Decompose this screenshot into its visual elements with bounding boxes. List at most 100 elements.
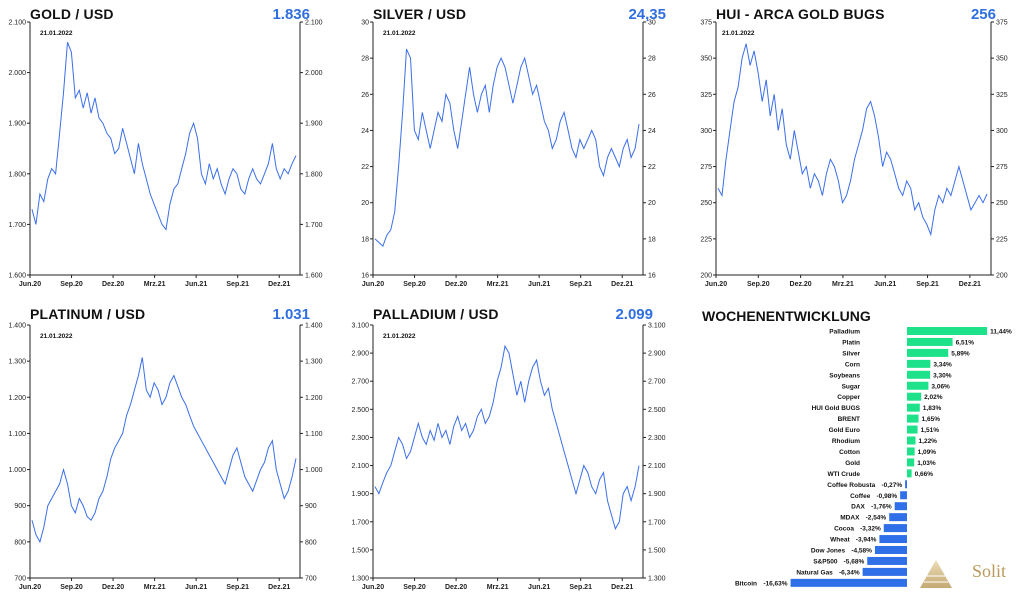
y-tick-label-left: 1.800 <box>8 171 26 178</box>
bar-coffee <box>900 491 907 500</box>
value-label: 1,03% <box>917 460 936 467</box>
y-tick-label-right: 1.900 <box>648 491 666 498</box>
value-label: -3,94% <box>856 537 877 544</box>
category-label: Gold <box>845 460 860 467</box>
value-label: -6,34% <box>839 569 860 576</box>
y-tick-label-left: 2.300 <box>351 435 369 442</box>
category-label: Sugar <box>842 383 861 390</box>
y-tick-label-right: 700 <box>305 576 317 583</box>
y-tick-label-right: 3.100 <box>648 323 666 330</box>
x-tick-label: Jun.20 <box>19 281 41 288</box>
bar-gold <box>907 458 915 467</box>
platinum-usd-chart: PLATINUM / USD 1.031 21.01.2022 700 700 80… <box>0 300 340 598</box>
date-annotation: 21.01.2022 <box>40 30 73 37</box>
y-tick-label-right: 325 <box>996 92 1008 99</box>
hui-gold-bugs-plot: 200 200 225 225 250 250 275 275 300 300 325 325 350 3… <box>700 20 1008 289</box>
y-tick-label-right: 2.900 <box>648 351 666 358</box>
bar-cocoa <box>883 524 907 533</box>
category-label: WTI Crude <box>828 471 861 478</box>
y-tick-label-right: 2.000 <box>305 70 323 77</box>
bar-rhodium <box>907 436 916 445</box>
logo-text: Solit <box>972 561 1007 581</box>
y-tick-label-left: 1.900 <box>8 121 26 128</box>
gold-usd-chart: GOLD / USD 1.836 21.01.2022 1.600 1.600 1.… <box>0 0 340 297</box>
x-tick-label: Jun.20 <box>362 281 384 288</box>
category-label: DAX <box>851 504 865 511</box>
x-tick-label: Jun.20 <box>362 584 384 591</box>
x-tick-label: Sep.21 <box>569 281 592 288</box>
chart-title: PALLADIUM / USD <box>373 306 499 322</box>
weekly-performance-plot: Palladium 11,44% Platin 6,51% Silver 5,89% Cor… <box>735 327 1012 587</box>
platinum-usd-plot: 700 700 800 800 900 900 1.000 1.000 1.100 1.100 1.… <box>8 323 323 592</box>
y-tick-label-right: 20 <box>648 200 656 207</box>
category-label: Platin <box>842 339 860 346</box>
y-tick-label-left: 18 <box>361 236 369 243</box>
y-tick-label-right: 900 <box>305 503 317 510</box>
x-tick-label: Mrz.21 <box>832 281 854 288</box>
y-tick-label-right: 1.300 <box>305 359 323 366</box>
x-tick-label: Mrz.21 <box>144 281 166 288</box>
value-label: 3,34% <box>933 361 952 368</box>
y-tick-label-left: 325 <box>700 92 712 99</box>
y-tick-label-right: 26 <box>648 92 656 99</box>
category-label: MDAX <box>840 515 860 522</box>
current-value: 256 <box>970 6 996 23</box>
bar-brent <box>907 414 919 423</box>
y-tick-label-left: 1.500 <box>351 547 369 554</box>
value-label: 3,30% <box>933 372 952 379</box>
y-tick-label-right: 1.800 <box>305 171 323 178</box>
value-label: -1,76% <box>871 504 892 511</box>
y-tick-label-left: 800 <box>14 539 26 546</box>
bar-platin <box>907 337 953 346</box>
y-tick-label-right: 1.100 <box>305 431 323 438</box>
y-tick-label-left: 1.300 <box>351 576 369 583</box>
y-tick-label-left: 1.200 <box>8 395 26 402</box>
category-label: Bitcoin <box>735 580 757 587</box>
y-tick-label-right: 1.200 <box>305 395 323 402</box>
value-label: -0,98% <box>877 493 898 500</box>
category-label: Rhodium <box>832 438 860 445</box>
y-tick-label-right: 1.500 <box>648 547 666 554</box>
value-label: -16,63% <box>763 580 787 587</box>
y-tick-label-right: 22 <box>648 164 656 171</box>
category-label: Cocoa <box>834 526 854 533</box>
x-tick-label: Dez.20 <box>445 584 467 591</box>
y-tick-label-left: 900 <box>14 503 26 510</box>
category-label: Cotton <box>839 449 860 456</box>
y-tick-label-right: 250 <box>996 200 1008 207</box>
bar-wti-crude <box>907 469 912 478</box>
value-label: 5,89% <box>951 350 970 357</box>
category-label: Gold Euro <box>829 427 860 434</box>
y-tick-label-right: 18 <box>648 236 656 243</box>
bar-wheat <box>879 535 907 544</box>
y-tick-label-left: 2.900 <box>351 351 369 358</box>
y-tick-label-right: 2.100 <box>648 463 666 470</box>
y-tick-label-left: 2.100 <box>351 463 369 470</box>
y-tick-label-left: 28 <box>361 56 369 63</box>
chart-title: HUI - ARCA GOLD BUGS <box>716 6 885 22</box>
y-tick-label-right: 1.400 <box>305 323 323 330</box>
x-tick-label: Mrz.21 <box>487 584 509 591</box>
category-label: Corn <box>845 361 860 368</box>
bar-hui-gold-bugs <box>907 403 920 412</box>
y-tick-label-right: 30 <box>648 20 656 27</box>
bar-s-p500 <box>867 556 907 565</box>
date-annotation: 21.01.2022 <box>383 333 416 340</box>
x-tick-label: Sep.20 <box>403 281 426 288</box>
y-tick-label-right: 24 <box>648 128 656 135</box>
price-series-line <box>374 48 640 247</box>
category-label: Dow Jones <box>811 548 846 555</box>
bar-corn <box>907 359 931 368</box>
silver-usd-chart: SILVER / USD 24,35 21.01.2022 16 16 18 18 20… <box>343 0 683 297</box>
value-label: 1,22% <box>919 438 938 445</box>
y-tick-label-right: 1.000 <box>305 467 323 474</box>
category-label: Palladium <box>829 329 860 336</box>
bar-sugar <box>907 381 929 390</box>
category-label: Coffee <box>850 493 871 500</box>
category-label: BRENT <box>838 416 860 423</box>
y-tick-label-left: 700 <box>14 576 26 583</box>
y-tick-label-left: 26 <box>361 92 369 99</box>
x-tick-label: Jun.21 <box>185 584 207 591</box>
y-tick-label-right: 2.300 <box>648 435 666 442</box>
value-label: 1,09% <box>918 449 937 456</box>
